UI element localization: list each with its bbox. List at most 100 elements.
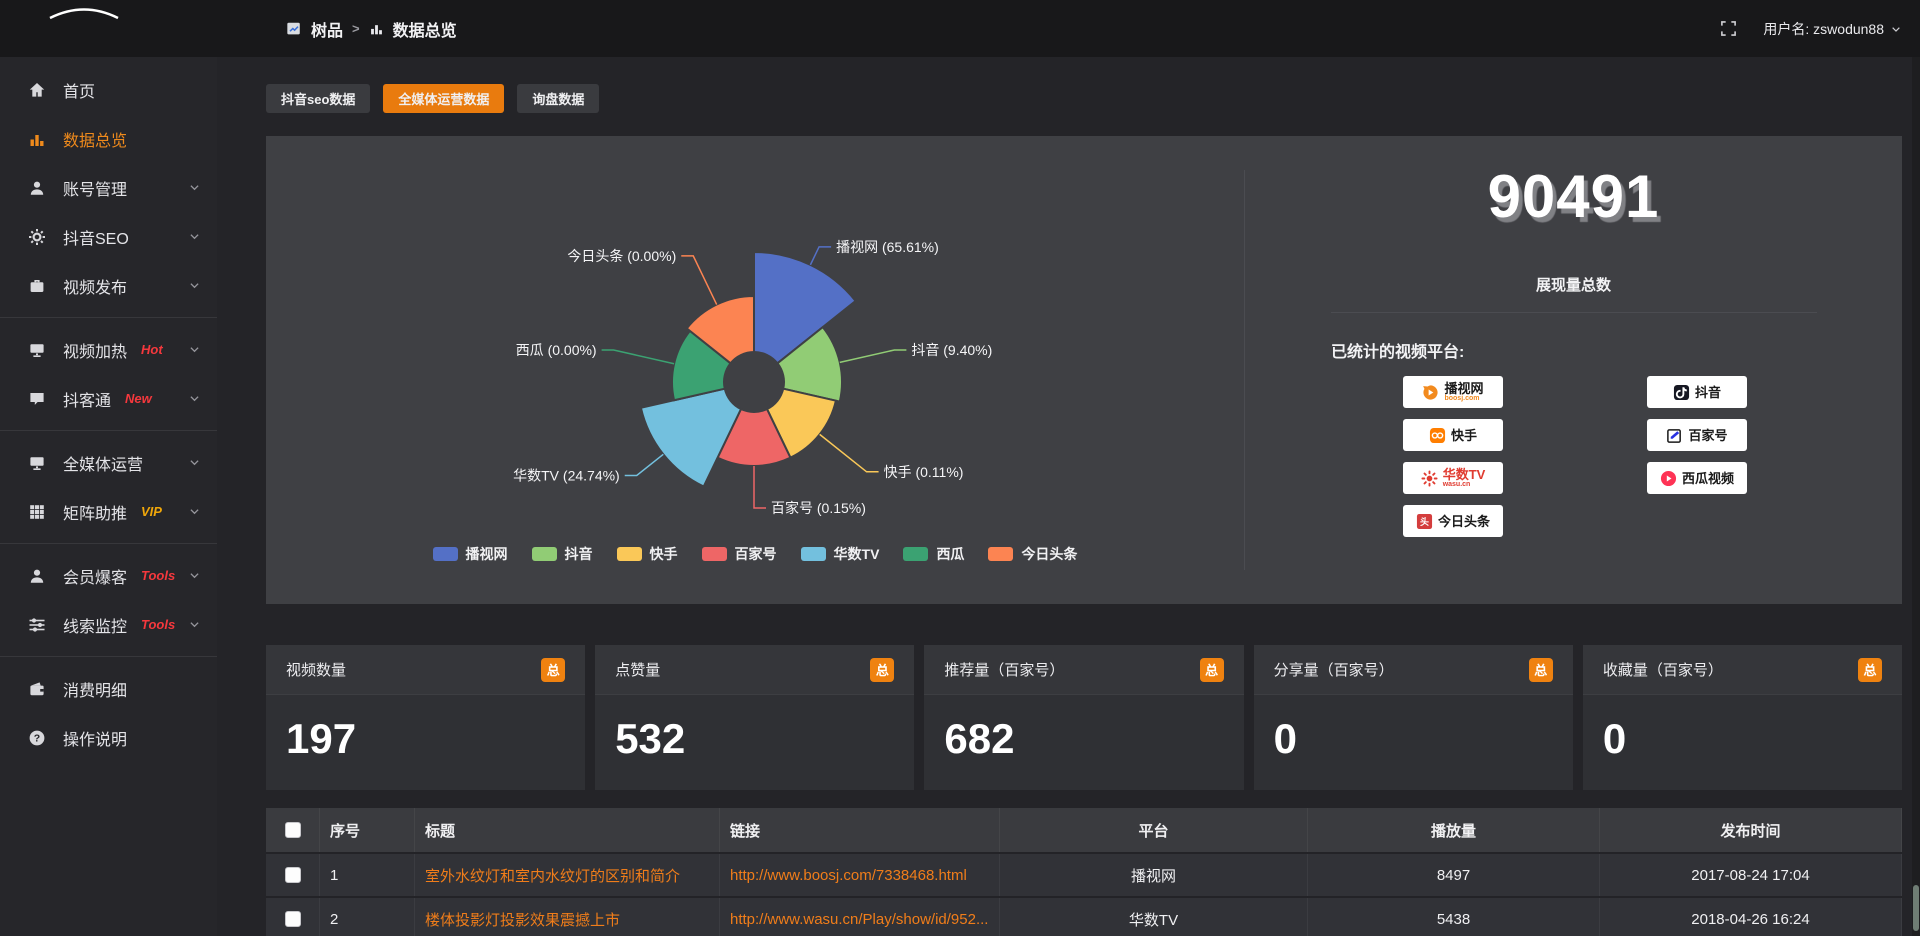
table-header-1: 标题	[415, 808, 720, 852]
chevron-down-icon	[188, 279, 201, 292]
scrollbar-thumb[interactable]	[1913, 885, 1919, 931]
cell-title-link[interactable]: 室外水纹灯和室内水纹灯的区别和简介	[415, 854, 720, 896]
sidebar-item-1[interactable]: 数据总览	[0, 114, 217, 163]
row-checkbox[interactable]	[284, 911, 301, 927]
total-badge: 总	[1528, 657, 1553, 682]
user-icon	[28, 179, 48, 197]
sidebar-item-6[interactable]: 抖客通 New	[0, 374, 217, 423]
cell-platform: 播视网	[1000, 854, 1308, 896]
sidebar-item-11[interactable]: 消费明细	[0, 664, 217, 713]
pie-slice-华数TV[interactable]	[639, 387, 743, 488]
table-header-2: 链接	[720, 808, 1000, 852]
row-checkbox[interactable]	[284, 867, 301, 883]
select-all-checkbox[interactable]	[284, 822, 301, 838]
pie-slice-快手[interactable]	[765, 387, 838, 460]
impressions-total-value: 90491	[1487, 163, 1660, 230]
kuaishou-logo-icon	[1429, 427, 1446, 444]
pie-label-line	[753, 466, 766, 509]
stat-card-title: 推荐量（百家号）	[944, 662, 1065, 679]
sidebar-item-4[interactable]: 视频发布	[0, 261, 217, 310]
sidebar-item-label: 全媒体运营	[63, 456, 144, 474]
cell-platform: 华数TV	[1000, 898, 1308, 936]
data-table: 序号 标题 链接 平台 播放量 发布时间 1 室外水纹灯和室内水纹灯的区别和简介 http://…	[266, 808, 1902, 936]
tab-2[interactable]: 询盘数据	[517, 84, 600, 113]
legend-swatch	[903, 547, 929, 561]
sidebar-item-0[interactable]: 首页	[0, 65, 217, 114]
pie-slice-西瓜[interactable]	[671, 329, 732, 402]
cell-url-link[interactable]: http://www.wasu.cn/Play/show/id/952...	[720, 898, 1000, 936]
legend-item-今日头条[interactable]: 今日头条	[988, 544, 1077, 564]
sidebar-item-10[interactable]: 线索监控 Tools	[0, 600, 217, 649]
stat-card-header: 收藏量（百家号） 总	[1582, 645, 1903, 695]
boosj-logo-icon	[1422, 384, 1439, 401]
pie-label: 百家号 (0.15%)	[771, 500, 866, 516]
platform-column-0: 播视网 boosj.com 快手 华数TV wasu.cn 头今日头条	[1403, 376, 1503, 537]
page-scrollbar[interactable]	[1912, 57, 1920, 936]
chevron-down-icon	[188, 569, 201, 582]
sidebar-item-label: 会员爆客	[63, 569, 128, 587]
sidebar-divider	[0, 430, 217, 431]
question-icon: ?	[28, 729, 48, 747]
legend-item-播视网[interactable]: 播视网	[432, 544, 508, 564]
pie-slice-抖音[interactable]	[776, 325, 843, 403]
platform-share-pie-chart: 播视网 (65.61%) 抖音 (9.40%) 快手 (0.11%) 百家号 (0.1…	[513, 239, 992, 516]
pie-slice-今日头条[interactable]	[685, 294, 755, 365]
sidebar-item-8[interactable]: 矩阵助推 VIP	[0, 487, 217, 536]
platform-badge-西瓜视频: 西瓜视频	[1647, 462, 1747, 494]
sidebar-item-label: 抖客通	[63, 392, 112, 410]
stat-card-4: 收藏量（百家号） 总 0	[1582, 645, 1903, 790]
legend-item-快手[interactable]: 快手	[616, 544, 678, 564]
tab-0[interactable]: 抖音seo数据	[266, 84, 371, 113]
cell-title-link[interactable]: 楼体投影灯投影效果震撼上市	[415, 898, 720, 936]
sidebar-item-badge: Tools	[141, 568, 176, 583]
tab-1[interactable]: 全媒体运营数据	[383, 84, 505, 113]
sidebar-item-2[interactable]: 账号管理	[0, 163, 217, 212]
legend-item-百家号[interactable]: 百家号	[701, 544, 777, 564]
pie-label-line	[819, 433, 879, 473]
legend-item-抖音[interactable]: 抖音	[531, 544, 593, 564]
pie-slice-播视网[interactable]	[753, 250, 858, 365]
impressions-divider	[1331, 312, 1817, 313]
overview-panel: 播视网 (65.61%) 抖音 (9.40%) 快手 (0.11%) 百家号 (0.1…	[266, 136, 1902, 604]
gear-icon	[28, 228, 48, 246]
cell-no: 1	[320, 854, 415, 896]
sidebar-item-label: 账号管理	[63, 181, 128, 199]
sidebar-item-label: 视频加热	[63, 343, 128, 361]
stat-card-3: 分享量（百家号） 总 0	[1253, 645, 1573, 790]
stat-card-header: 分享量（百家号） 总	[1253, 645, 1573, 695]
chart-bar-icon	[28, 130, 48, 148]
sidebar-menu: 首页数据总览账号管理抖音SEO 视频发布视频加热 Hot 抖客通 New 全媒体运营矩阵助…	[0, 57, 217, 936]
chevron-down-icon	[1892, 26, 1900, 32]
chevron-down-icon	[188, 181, 201, 194]
platform-column-1: 抖音 百家号 西瓜视频	[1647, 376, 1747, 537]
sidebar-item-3[interactable]: 抖音SEO	[0, 212, 217, 261]
sidebar-item-5[interactable]: 视频加热 Hot	[0, 325, 217, 374]
sidebar-item-label: 数据总览	[63, 132, 128, 150]
impressions-pane: 90491 展现量总数 已统计的视频平台: 播视网 boosj.com 快手 华数TV…	[1245, 136, 1902, 604]
tab-bar: 抖音seo数据 全媒体运营数据 询盘数据	[266, 84, 600, 113]
pie-slice-百家号[interactable]	[716, 407, 792, 467]
legend-item-西瓜[interactable]: 西瓜	[903, 544, 964, 564]
logo-graphic	[49, 8, 119, 20]
sliders-icon	[28, 616, 48, 634]
cell-url-link[interactable]: http://www.boosj.com/7338468.html	[720, 854, 1000, 896]
topbar-right: 用户名: zswodun88	[1720, 0, 1902, 57]
sidebar-item-9[interactable]: 会员爆客 Tools	[0, 551, 217, 600]
user-icon	[28, 567, 48, 585]
platform-name: 华数TV	[1442, 466, 1486, 482]
pie-label-line	[624, 453, 664, 477]
breadcrumb-item-root[interactable]: 树品	[311, 22, 344, 40]
platform-name: 快手	[1450, 427, 1477, 443]
toutiao-logo-icon: 头	[1416, 513, 1433, 530]
row-checkbox-cell	[266, 854, 320, 896]
stat-card-0: 视频数量 总 197	[266, 645, 586, 790]
fullscreen-icon[interactable]	[1720, 20, 1737, 37]
user-menu[interactable]: 用户名: zswodun88	[1763, 19, 1902, 39]
app-logo[interactable]	[22, 7, 222, 51]
sidebar-item-12[interactable]: ? 操作说明	[0, 713, 217, 762]
legend-label: 西瓜	[936, 546, 965, 562]
legend-item-华数TV[interactable]: 华数TV	[800, 544, 879, 564]
platform-name: 播视网	[1444, 380, 1484, 396]
briefcase-icon	[28, 277, 48, 295]
sidebar-item-7[interactable]: 全媒体运营	[0, 438, 217, 487]
